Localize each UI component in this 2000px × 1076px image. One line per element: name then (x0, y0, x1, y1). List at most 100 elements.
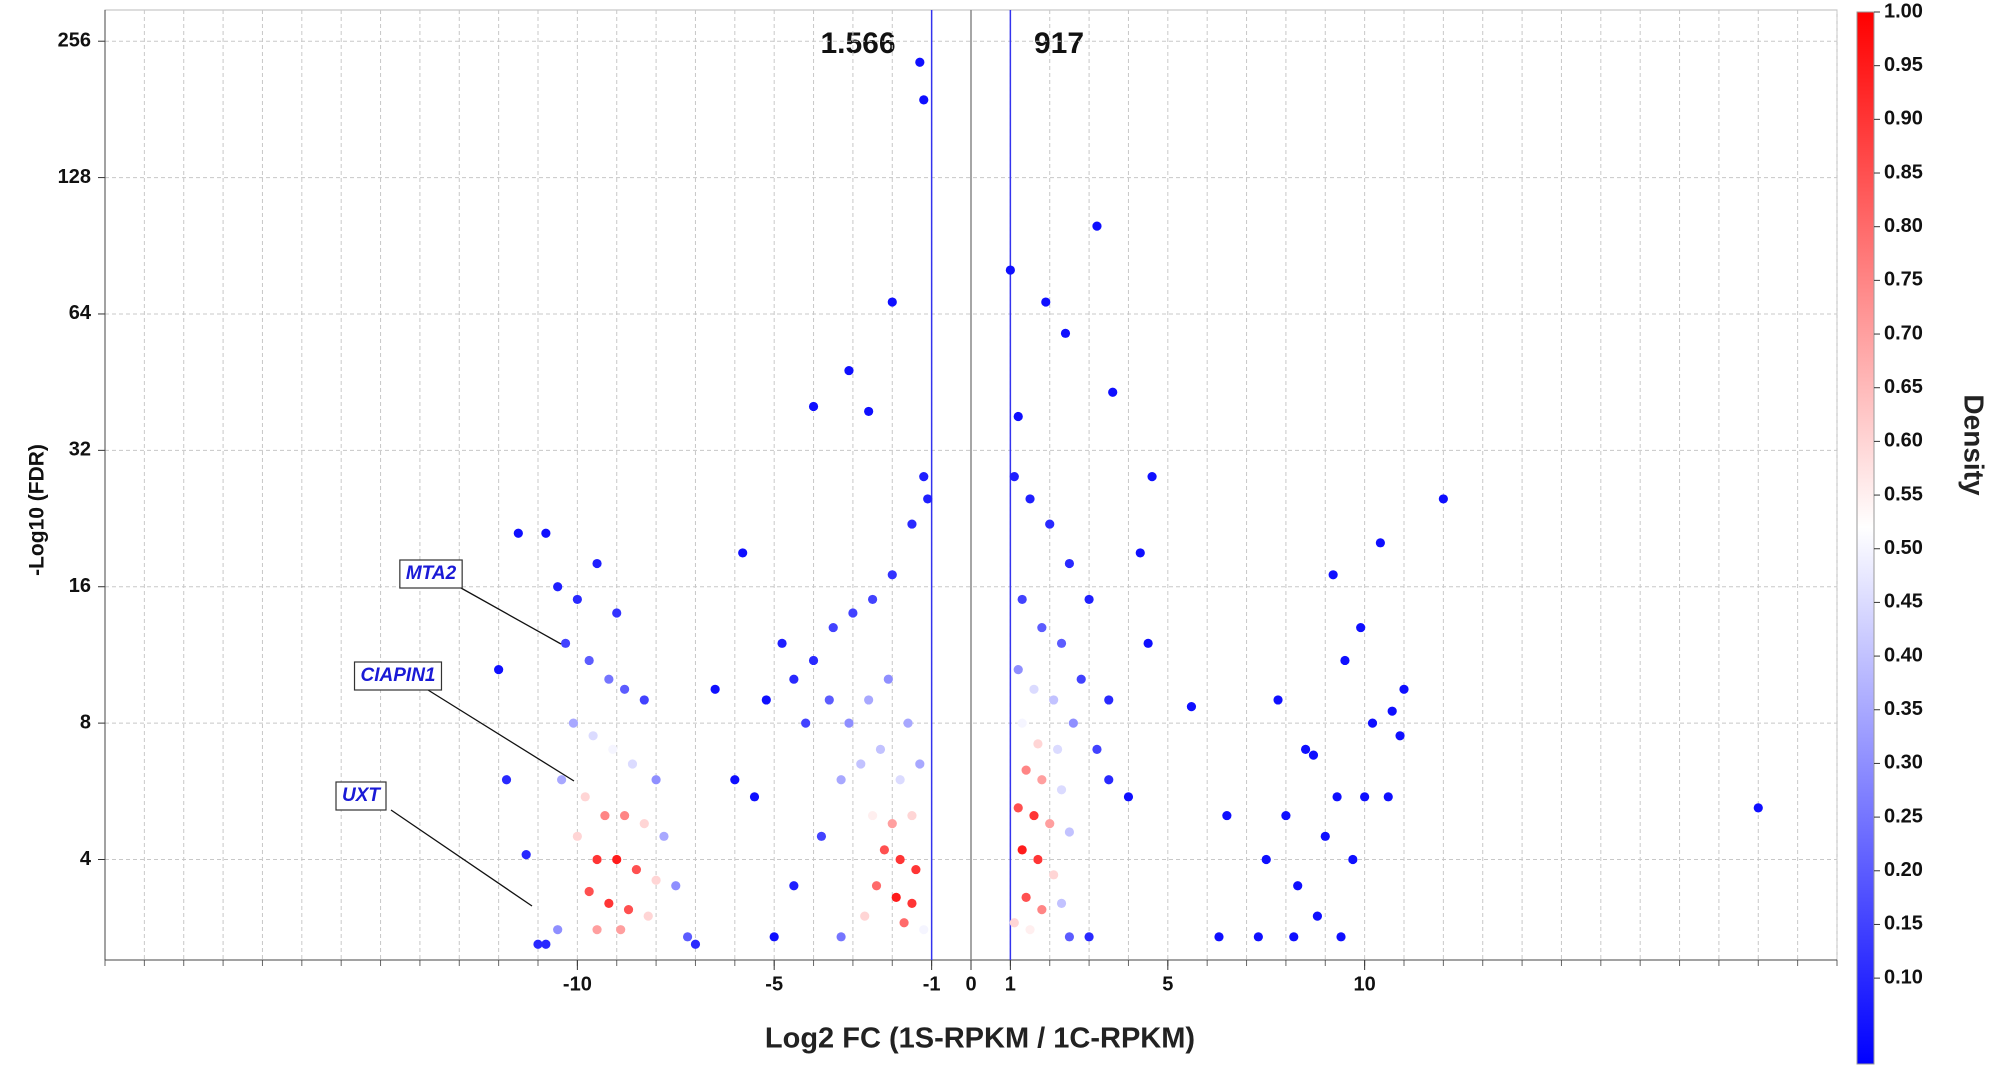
point (923, 494, 933, 504)
point (844, 365, 854, 376)
colorbar-tick-label: 0.70 (1884, 322, 1923, 344)
point (1348, 854, 1358, 865)
point (682, 932, 693, 942)
point (769, 932, 779, 942)
point (761, 695, 771, 705)
point (1041, 297, 1051, 307)
point (887, 819, 897, 829)
point (1399, 684, 1409, 694)
point (627, 759, 638, 769)
point (1186, 702, 1197, 712)
point (1375, 538, 1385, 548)
point (907, 519, 917, 529)
point (604, 674, 614, 684)
colorbar-tick-label: 0.90 (1884, 108, 1923, 130)
point (592, 854, 602, 865)
point (1053, 744, 1063, 754)
point (738, 548, 748, 558)
colorbar (1856, 11, 1875, 1065)
point (749, 792, 760, 802)
point (867, 594, 878, 605)
y-tick-label: 32 (69, 439, 91, 461)
point (1273, 695, 1283, 705)
point (533, 939, 543, 949)
point (568, 718, 579, 728)
point (1387, 706, 1397, 716)
point (919, 472, 929, 482)
point (801, 718, 811, 728)
point (1033, 854, 1043, 865)
point (836, 775, 846, 785)
point (580, 792, 590, 802)
point (1340, 655, 1350, 666)
point (643, 911, 653, 921)
point (1367, 718, 1378, 728)
colorbar-tick-label: 0.40 (1884, 644, 1923, 666)
gene-label-box (399, 559, 463, 589)
point (864, 695, 874, 705)
point (1005, 265, 1015, 275)
point (651, 775, 661, 785)
leader-line (390, 809, 533, 907)
point (1300, 744, 1311, 754)
point (639, 819, 649, 829)
point (612, 608, 622, 618)
point (1017, 594, 1027, 605)
point (1281, 810, 1291, 821)
point (808, 401, 819, 412)
colorbar-tick-label: 0.10 (1884, 966, 1923, 988)
colorbar-tick-label: 0.45 (1884, 591, 1923, 613)
y-tick-label: 64 (69, 302, 92, 324)
y-tick-label: 4 (80, 848, 92, 870)
point (541, 939, 551, 949)
point (1293, 881, 1303, 891)
point (659, 831, 669, 841)
point (1025, 494, 1035, 504)
point (612, 854, 622, 865)
point (1045, 519, 1055, 529)
point (592, 925, 602, 935)
point (1037, 905, 1047, 915)
point (541, 528, 551, 538)
point (789, 881, 799, 891)
point (875, 744, 886, 754)
point (860, 911, 870, 921)
colorbar-tick-label: 0.15 (1884, 913, 1923, 935)
point (899, 918, 909, 928)
point (1336, 932, 1346, 942)
point (856, 759, 866, 769)
point (1021, 765, 1031, 775)
point (1328, 570, 1338, 580)
point (1049, 695, 1059, 705)
point (919, 925, 929, 935)
point (620, 684, 630, 694)
colorbar-tick-label: 0.20 (1884, 859, 1923, 881)
point (1308, 750, 1319, 760)
point (907, 810, 917, 821)
point (1147, 472, 1157, 482)
point (1332, 792, 1342, 802)
point (1356, 622, 1366, 633)
point (1261, 854, 1271, 865)
point (887, 297, 897, 307)
x-tick-label: 0 (965, 973, 976, 995)
colorbar-tick-label: 0.75 (1884, 269, 1923, 291)
point (616, 925, 626, 935)
point (1056, 638, 1067, 648)
y-tick-label: 16 (69, 575, 91, 597)
count-label: 917 (1034, 27, 1084, 60)
point (604, 898, 614, 908)
point (789, 674, 799, 684)
point (1143, 638, 1153, 648)
point (836, 932, 846, 942)
point (1084, 594, 1094, 605)
point (1033, 739, 1043, 749)
point (1013, 803, 1023, 813)
x-tick-label: 1 (1005, 973, 1016, 995)
point (1123, 792, 1134, 802)
point (883, 674, 893, 684)
point (1395, 731, 1405, 741)
x-axis-title: Log2 FC (1S-RPKM / 1C-RPKM) (765, 1023, 1195, 1055)
colorbar-tick-label: 0.65 (1884, 376, 1923, 398)
point (1076, 674, 1086, 684)
